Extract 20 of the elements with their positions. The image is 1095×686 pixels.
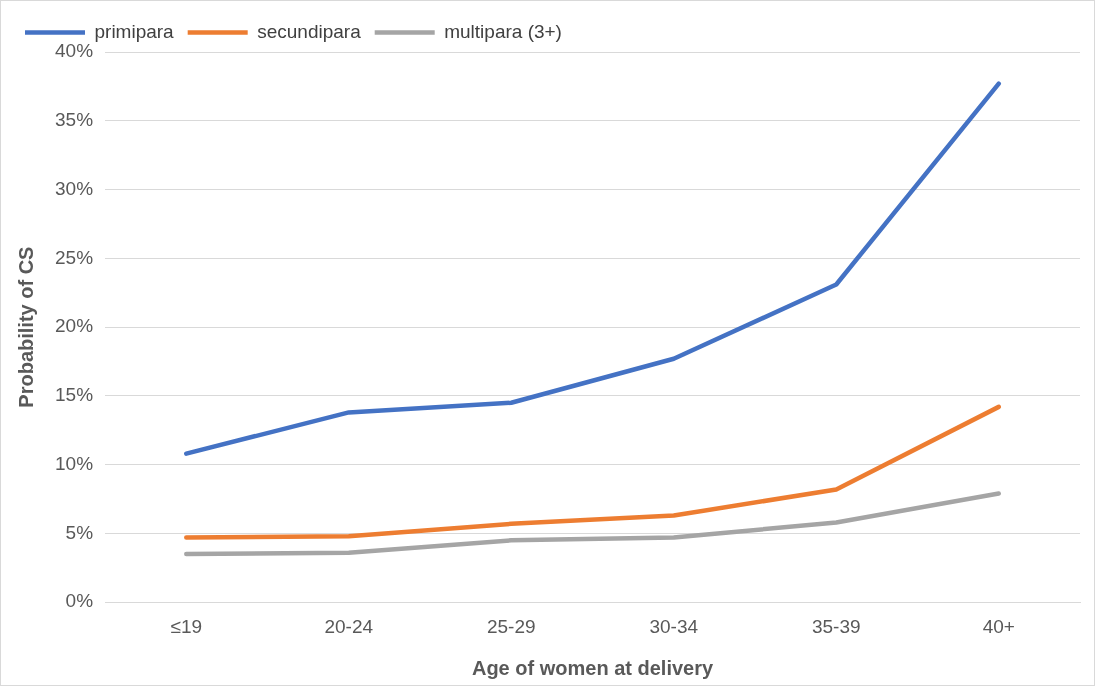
legend-label: secundipara: [257, 20, 362, 42]
x-tick-label: 35-39: [811, 615, 861, 637]
y-tick-label: 0%: [65, 590, 94, 612]
y-tick-label: 10%: [55, 452, 94, 474]
y-tick-label: 5%: [65, 521, 94, 543]
y-axis-title: Probability of CS: [14, 246, 37, 408]
legend-label: multipara (3+): [444, 20, 562, 42]
x-tick-label: 20-24: [324, 615, 374, 637]
legend-label: primipara: [94, 20, 175, 42]
y-tick-label: 40%: [55, 40, 94, 62]
y-tick-label: 15%: [55, 384, 94, 406]
y-tick-label: 25%: [55, 246, 94, 268]
y-tick-label: 20%: [55, 315, 94, 337]
y-tick-label: 35%: [55, 109, 94, 131]
x-tick-label: 40+: [982, 615, 1015, 637]
x-tick-label: 30-34: [649, 615, 699, 637]
x-axis-title: Age of women at delivery: [471, 656, 714, 679]
x-tick-label: ≤19: [170, 615, 203, 637]
y-tick-label: 30%: [55, 177, 94, 199]
x-tick-label: 25-29: [486, 615, 536, 637]
